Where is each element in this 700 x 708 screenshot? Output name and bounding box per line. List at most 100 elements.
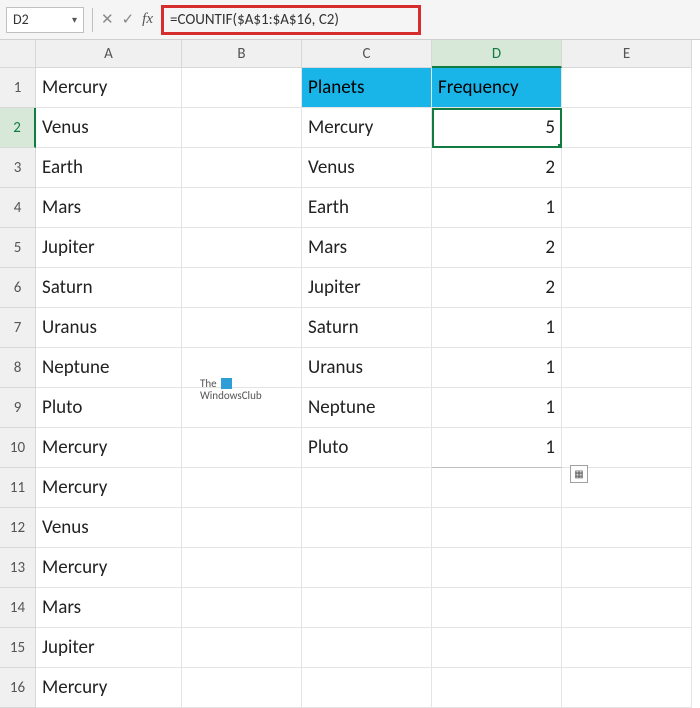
fx-icon[interactable]: fx bbox=[142, 11, 153, 28]
cell-a12[interactable]: Venus bbox=[36, 508, 182, 548]
cell-c8[interactable]: Uranus bbox=[302, 348, 432, 388]
row-header-15[interactable]: 15 bbox=[0, 628, 36, 668]
cell-c4[interactable]: Earth bbox=[302, 188, 432, 228]
cell-b9[interactable] bbox=[182, 388, 302, 428]
cell-a6[interactable]: Saturn bbox=[36, 268, 182, 308]
cell-c5[interactable]: Mars bbox=[302, 228, 432, 268]
cell-c12[interactable] bbox=[302, 508, 432, 548]
cell-e13[interactable] bbox=[562, 548, 692, 588]
cell-e1[interactable] bbox=[562, 68, 692, 108]
cell-d12[interactable] bbox=[432, 508, 562, 548]
row-header-5[interactable]: 5 bbox=[0, 228, 36, 268]
cell-b14[interactable] bbox=[182, 588, 302, 628]
cell-c7[interactable]: Saturn bbox=[302, 308, 432, 348]
cell-d3[interactable]: 2 bbox=[432, 148, 562, 188]
cell-e6[interactable] bbox=[562, 268, 692, 308]
cell-b4[interactable] bbox=[182, 188, 302, 228]
cell-c14[interactable] bbox=[302, 588, 432, 628]
column-header-b[interactable]: B bbox=[182, 40, 302, 68]
row-header-8[interactable]: 8 bbox=[0, 348, 36, 388]
cell-d4[interactable]: 1 bbox=[432, 188, 562, 228]
cell-d1[interactable]: Frequency bbox=[432, 68, 562, 108]
cell-d11[interactable] bbox=[432, 468, 562, 508]
enter-icon[interactable]: ✓ bbox=[122, 10, 135, 29]
row-header-7[interactable]: 7 bbox=[0, 308, 36, 348]
cell-a13[interactable]: Mercury bbox=[36, 548, 182, 588]
cell-b1[interactable] bbox=[182, 68, 302, 108]
row-header-3[interactable]: 3 bbox=[0, 148, 36, 188]
cell-e12[interactable] bbox=[562, 508, 692, 548]
cell-a14[interactable]: Mars bbox=[36, 588, 182, 628]
cell-e5[interactable] bbox=[562, 228, 692, 268]
cell-e16[interactable] bbox=[562, 668, 692, 708]
cell-d2[interactable]: 5 bbox=[432, 108, 562, 148]
row-header-14[interactable]: 14 bbox=[0, 588, 36, 628]
cell-e7[interactable] bbox=[562, 308, 692, 348]
cell-c15[interactable] bbox=[302, 628, 432, 668]
cell-c10[interactable]: Pluto bbox=[302, 428, 432, 468]
cell-d13[interactable] bbox=[432, 548, 562, 588]
row-header-9[interactable]: 9 bbox=[0, 388, 36, 428]
cell-a15[interactable]: Jupiter bbox=[36, 628, 182, 668]
cell-d10[interactable]: 1 bbox=[432, 428, 562, 468]
cell-b2[interactable] bbox=[182, 108, 302, 148]
cell-d5[interactable]: 2 bbox=[432, 228, 562, 268]
cell-b13[interactable] bbox=[182, 548, 302, 588]
cell-a9[interactable]: Pluto bbox=[36, 388, 182, 428]
spreadsheet-grid[interactable]: ABCDE1MercuryPlanetsFrequency2VenusMercu… bbox=[0, 40, 700, 708]
cell-b3[interactable] bbox=[182, 148, 302, 188]
cell-c9[interactable]: Neptune bbox=[302, 388, 432, 428]
cell-c13[interactable] bbox=[302, 548, 432, 588]
row-header-12[interactable]: 12 bbox=[0, 508, 36, 548]
cell-d14[interactable] bbox=[432, 588, 562, 628]
cell-a7[interactable]: Uranus bbox=[36, 308, 182, 348]
row-header-11[interactable]: 11 bbox=[0, 468, 36, 508]
cell-d16[interactable] bbox=[432, 668, 562, 708]
cell-e3[interactable] bbox=[562, 148, 692, 188]
cell-e4[interactable] bbox=[562, 188, 692, 228]
cell-b6[interactable] bbox=[182, 268, 302, 308]
row-header-1[interactable]: 1 bbox=[0, 68, 36, 108]
cell-e15[interactable] bbox=[562, 628, 692, 668]
cell-d9[interactable]: 1 bbox=[432, 388, 562, 428]
row-header-6[interactable]: 6 bbox=[0, 268, 36, 308]
cell-e10[interactable] bbox=[562, 428, 692, 468]
column-header-d[interactable]: D bbox=[432, 40, 562, 68]
row-header-2[interactable]: 2 bbox=[0, 108, 36, 148]
cell-b11[interactable] bbox=[182, 468, 302, 508]
cell-c1[interactable]: Planets bbox=[302, 68, 432, 108]
column-header-e[interactable]: E bbox=[562, 40, 692, 68]
row-header-10[interactable]: 10 bbox=[0, 428, 36, 468]
cell-d6[interactable]: 2 bbox=[432, 268, 562, 308]
cell-b16[interactable] bbox=[182, 668, 302, 708]
cell-a11[interactable]: Mercury bbox=[36, 468, 182, 508]
row-header-16[interactable]: 16 bbox=[0, 668, 36, 708]
chevron-down-icon[interactable]: ▾ bbox=[72, 13, 77, 26]
cell-e14[interactable] bbox=[562, 588, 692, 628]
cell-c3[interactable]: Venus bbox=[302, 148, 432, 188]
corner-cell[interactable] bbox=[0, 40, 36, 68]
autofill-options-icon[interactable]: ▦ bbox=[570, 465, 588, 483]
column-header-c[interactable]: C bbox=[302, 40, 432, 68]
row-header-4[interactable]: 4 bbox=[0, 188, 36, 228]
cell-b12[interactable] bbox=[182, 508, 302, 548]
cell-a2[interactable]: Venus bbox=[36, 108, 182, 148]
cell-c2[interactable]: Mercury bbox=[302, 108, 432, 148]
cell-a3[interactable]: Earth bbox=[36, 148, 182, 188]
cell-c16[interactable] bbox=[302, 668, 432, 708]
cell-a1[interactable]: Mercury bbox=[36, 68, 182, 108]
cancel-icon[interactable]: ✕ bbox=[101, 10, 114, 29]
cell-b7[interactable] bbox=[182, 308, 302, 348]
fill-handle[interactable] bbox=[558, 144, 562, 148]
cell-a5[interactable]: Jupiter bbox=[36, 228, 182, 268]
cell-d7[interactable]: 1 bbox=[432, 308, 562, 348]
cell-b15[interactable] bbox=[182, 628, 302, 668]
cell-e8[interactable] bbox=[562, 348, 692, 388]
cell-e9[interactable] bbox=[562, 388, 692, 428]
cell-c6[interactable]: Jupiter bbox=[302, 268, 432, 308]
row-header-13[interactable]: 13 bbox=[0, 548, 36, 588]
cell-e2[interactable] bbox=[562, 108, 692, 148]
cell-c11[interactable] bbox=[302, 468, 432, 508]
formula-input[interactable]: =COUNTIF($A$1:$A$16, C2) bbox=[161, 5, 421, 35]
cell-d8[interactable]: 1 bbox=[432, 348, 562, 388]
